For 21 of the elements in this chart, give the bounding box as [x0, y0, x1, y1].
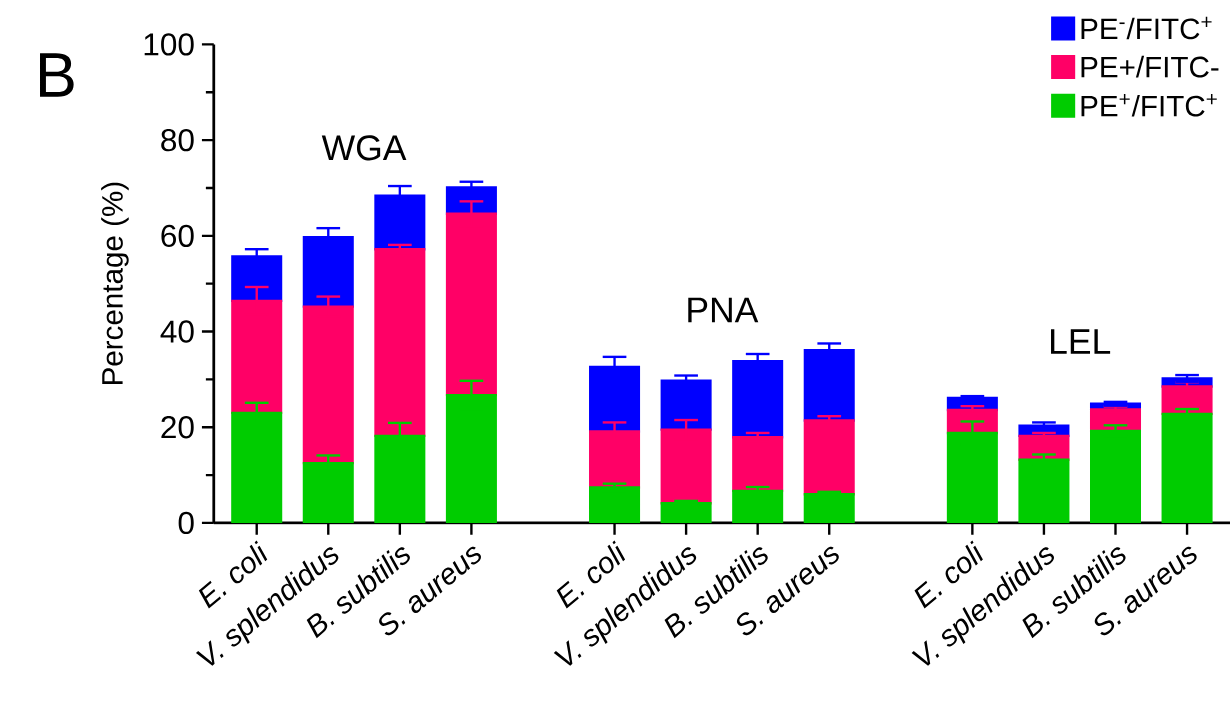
bar	[803, 419, 855, 496]
y-tick-label: 0	[178, 511, 194, 534]
legend-label: PE$^{+}$/FITC$^{+}$	[1081, 93, 1217, 117]
y-tick-label: 40	[160, 320, 194, 343]
bar	[660, 379, 712, 431]
y-tick-label: 80	[161, 128, 194, 152]
bar	[732, 359, 784, 439]
y-tick-label: 60	[161, 224, 194, 247]
bar	[374, 247, 426, 437]
legend-label: PE$^{-}$/FITC$^{+}$	[1081, 16, 1212, 40]
bar	[803, 348, 855, 422]
y-tick-label: 100	[144, 33, 194, 56]
bar	[732, 435, 784, 492]
annotation: LEL	[1051, 329, 1111, 354]
legend-label: PE+/FITC-	[1081, 55, 1219, 78]
y-tick-label: 20	[161, 415, 194, 439]
y-axis-title: Percentage (%)	[101, 182, 129, 384]
text: B	[40, 53, 74, 97]
annotation: WGA	[321, 135, 407, 161]
bar	[1161, 385, 1213, 415]
annotation: PNA	[688, 297, 759, 322]
